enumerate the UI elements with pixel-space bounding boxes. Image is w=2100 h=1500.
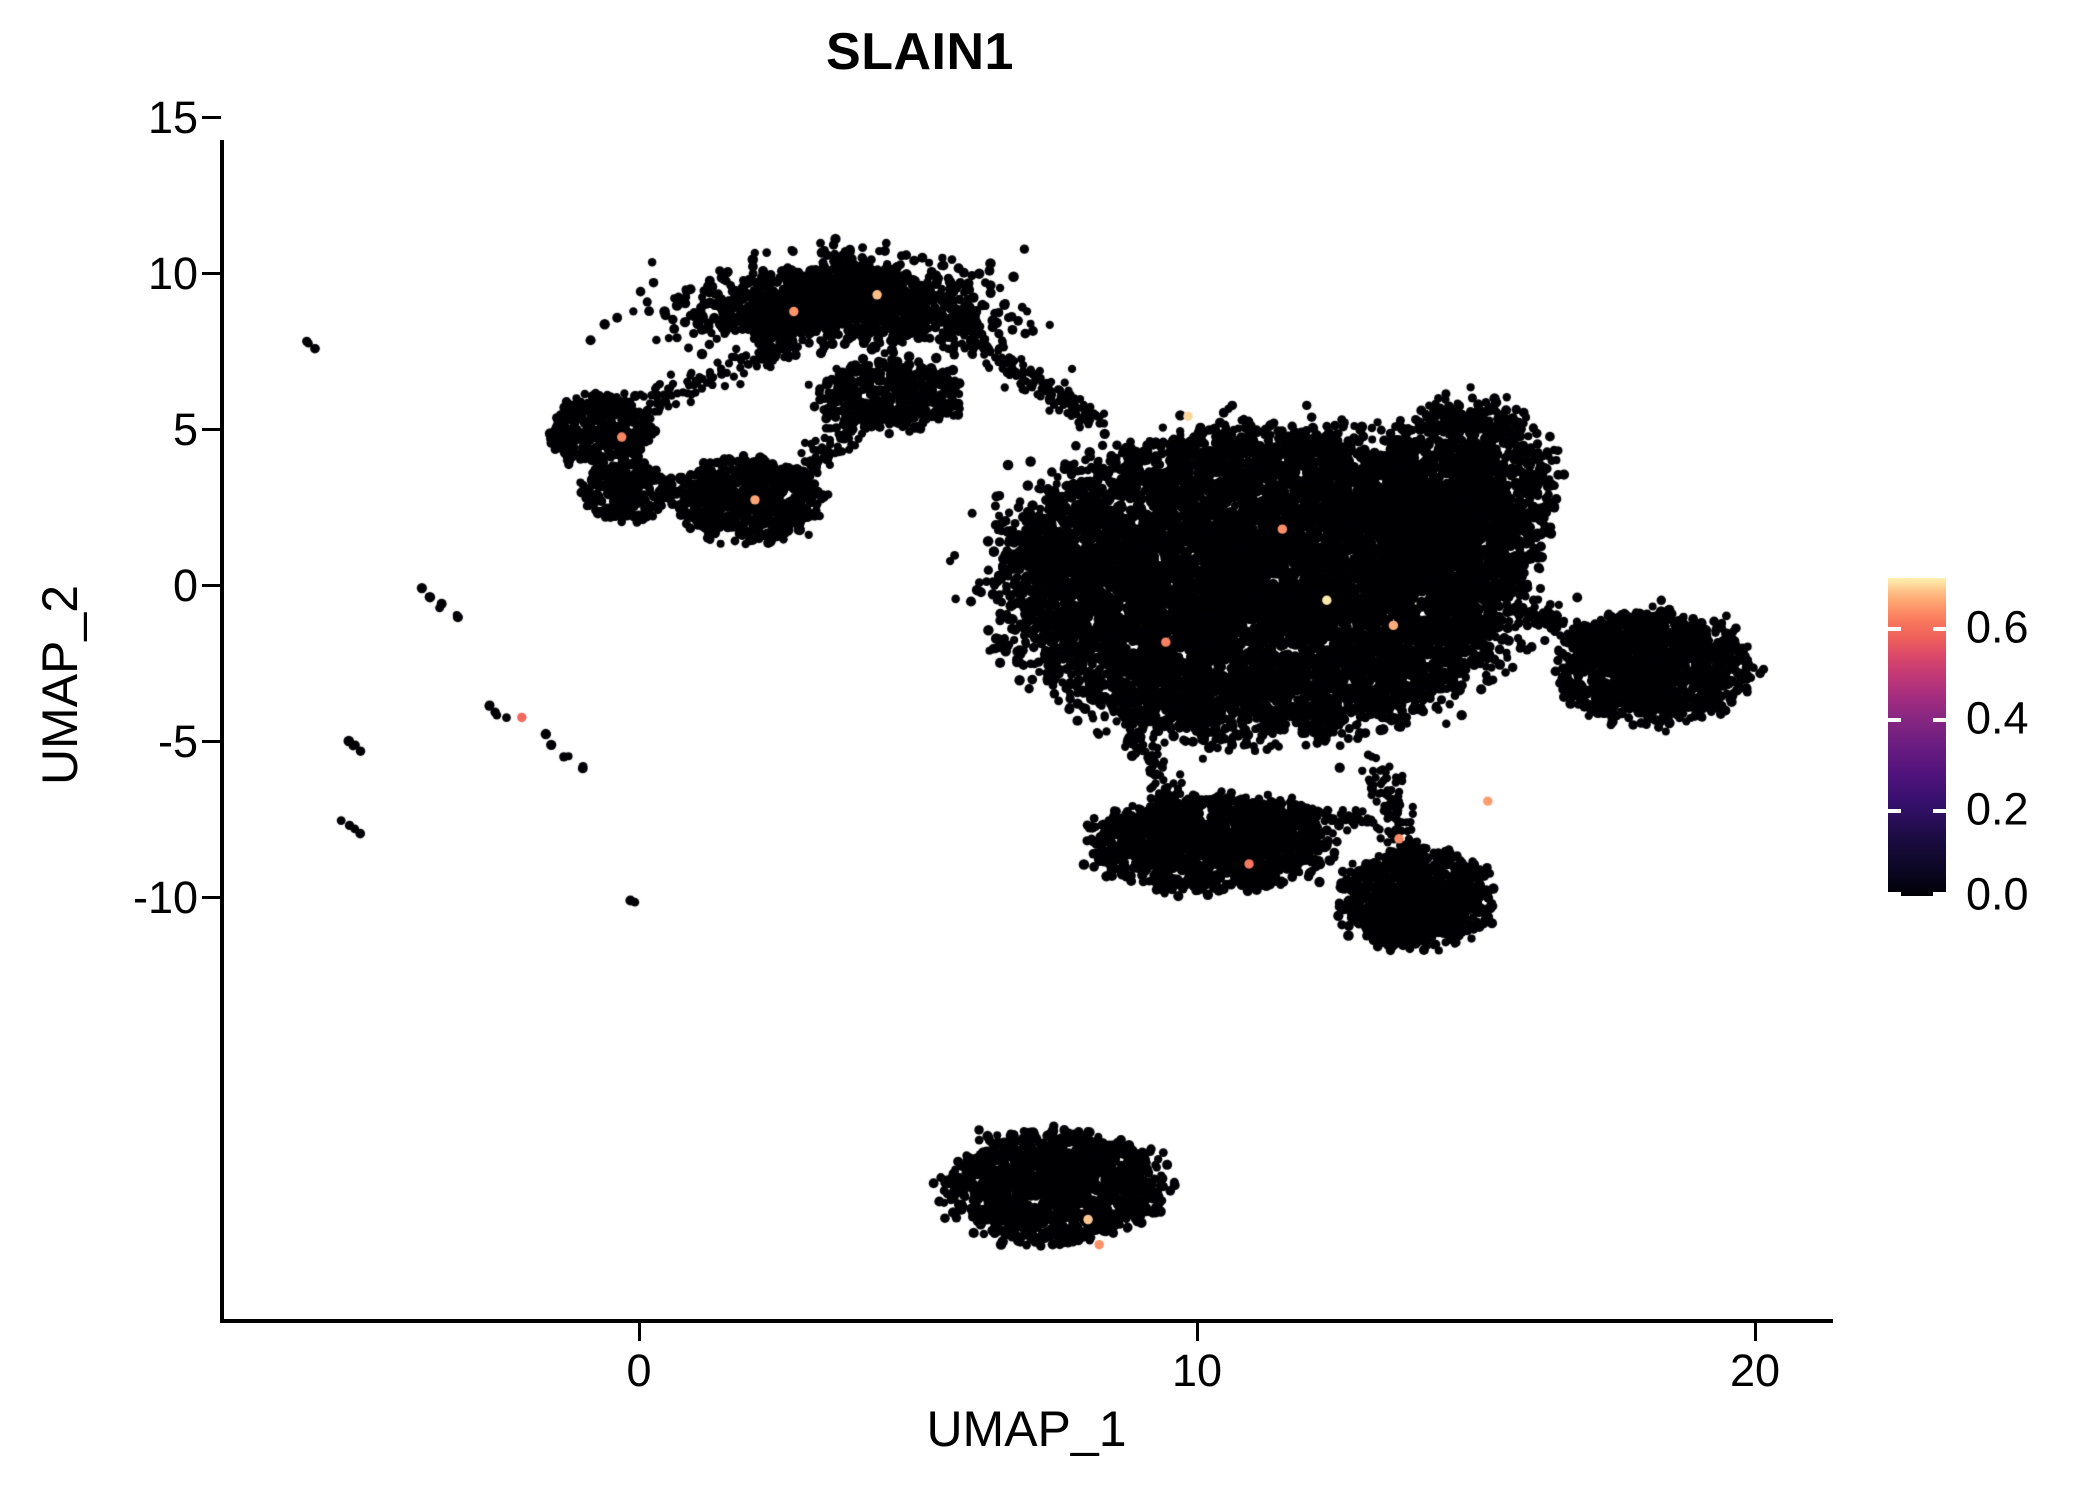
y-tick-label-0: 0	[172, 560, 198, 611]
colorbar-tick-left-0.2	[1888, 809, 1901, 813]
scatter-plot-canvas	[222, 140, 1832, 1320]
colorbar-gradient	[1888, 578, 1946, 896]
color-legend: 0.6 0.4 0.2 0.0	[1888, 578, 2088, 917]
y-tick-mark-2	[202, 428, 221, 431]
x-axis-label: UMAP_1	[926, 1401, 1127, 1457]
x-tick-label-0: 0	[626, 1345, 652, 1396]
x-axis-line	[220, 1319, 1833, 1323]
y-tick-label-5: 5	[172, 404, 198, 455]
colorbar-tick-left-0.4	[1888, 718, 1901, 722]
colorbar-tick-left-0.6	[1888, 627, 1901, 631]
colorbar-label-0.2: 0.2	[1966, 783, 2029, 835]
colorbar-tick-left-0.0	[1888, 892, 1901, 896]
y-tick-label-10: 10	[147, 248, 198, 299]
x-tick-label-10: 10	[1171, 1345, 1223, 1396]
y-tick-label-m10: -10	[132, 872, 198, 923]
x-tick-label-20: 20	[1729, 1345, 1781, 1396]
y-tick-mark-1	[202, 272, 221, 275]
colorbar-label-0.0: 0.0	[1966, 868, 2029, 920]
y-axis-label: UMAP_2	[32, 584, 88, 786]
y-tick-mark-4	[202, 740, 221, 743]
y-tick-mark-0	[202, 116, 221, 119]
colorbar-tick-right-0.0	[1933, 892, 1946, 896]
colorbar-label-0.4: 0.4	[1966, 692, 2029, 744]
y-tick-label-m5: -5	[157, 716, 198, 767]
colorbar-tick-right-0.2	[1933, 809, 1946, 813]
y-axis-line	[220, 140, 224, 1323]
plot-panel	[222, 140, 1832, 1320]
x-tick-mark-0	[638, 1322, 641, 1341]
colorbar-tick-right-0.6	[1933, 627, 1946, 631]
y-tick-mark-5	[202, 896, 221, 899]
y-tick-mark-3	[202, 584, 221, 587]
y-tick-label-15: 15	[147, 92, 198, 143]
x-tick-mark-1	[1196, 1322, 1199, 1341]
page-title: SLAIN1	[826, 23, 1014, 81]
colorbar-tick-right-0.4	[1933, 718, 1946, 722]
colorbar-label-0.6: 0.6	[1966, 601, 2029, 653]
x-tick-mark-2	[1754, 1322, 1757, 1341]
